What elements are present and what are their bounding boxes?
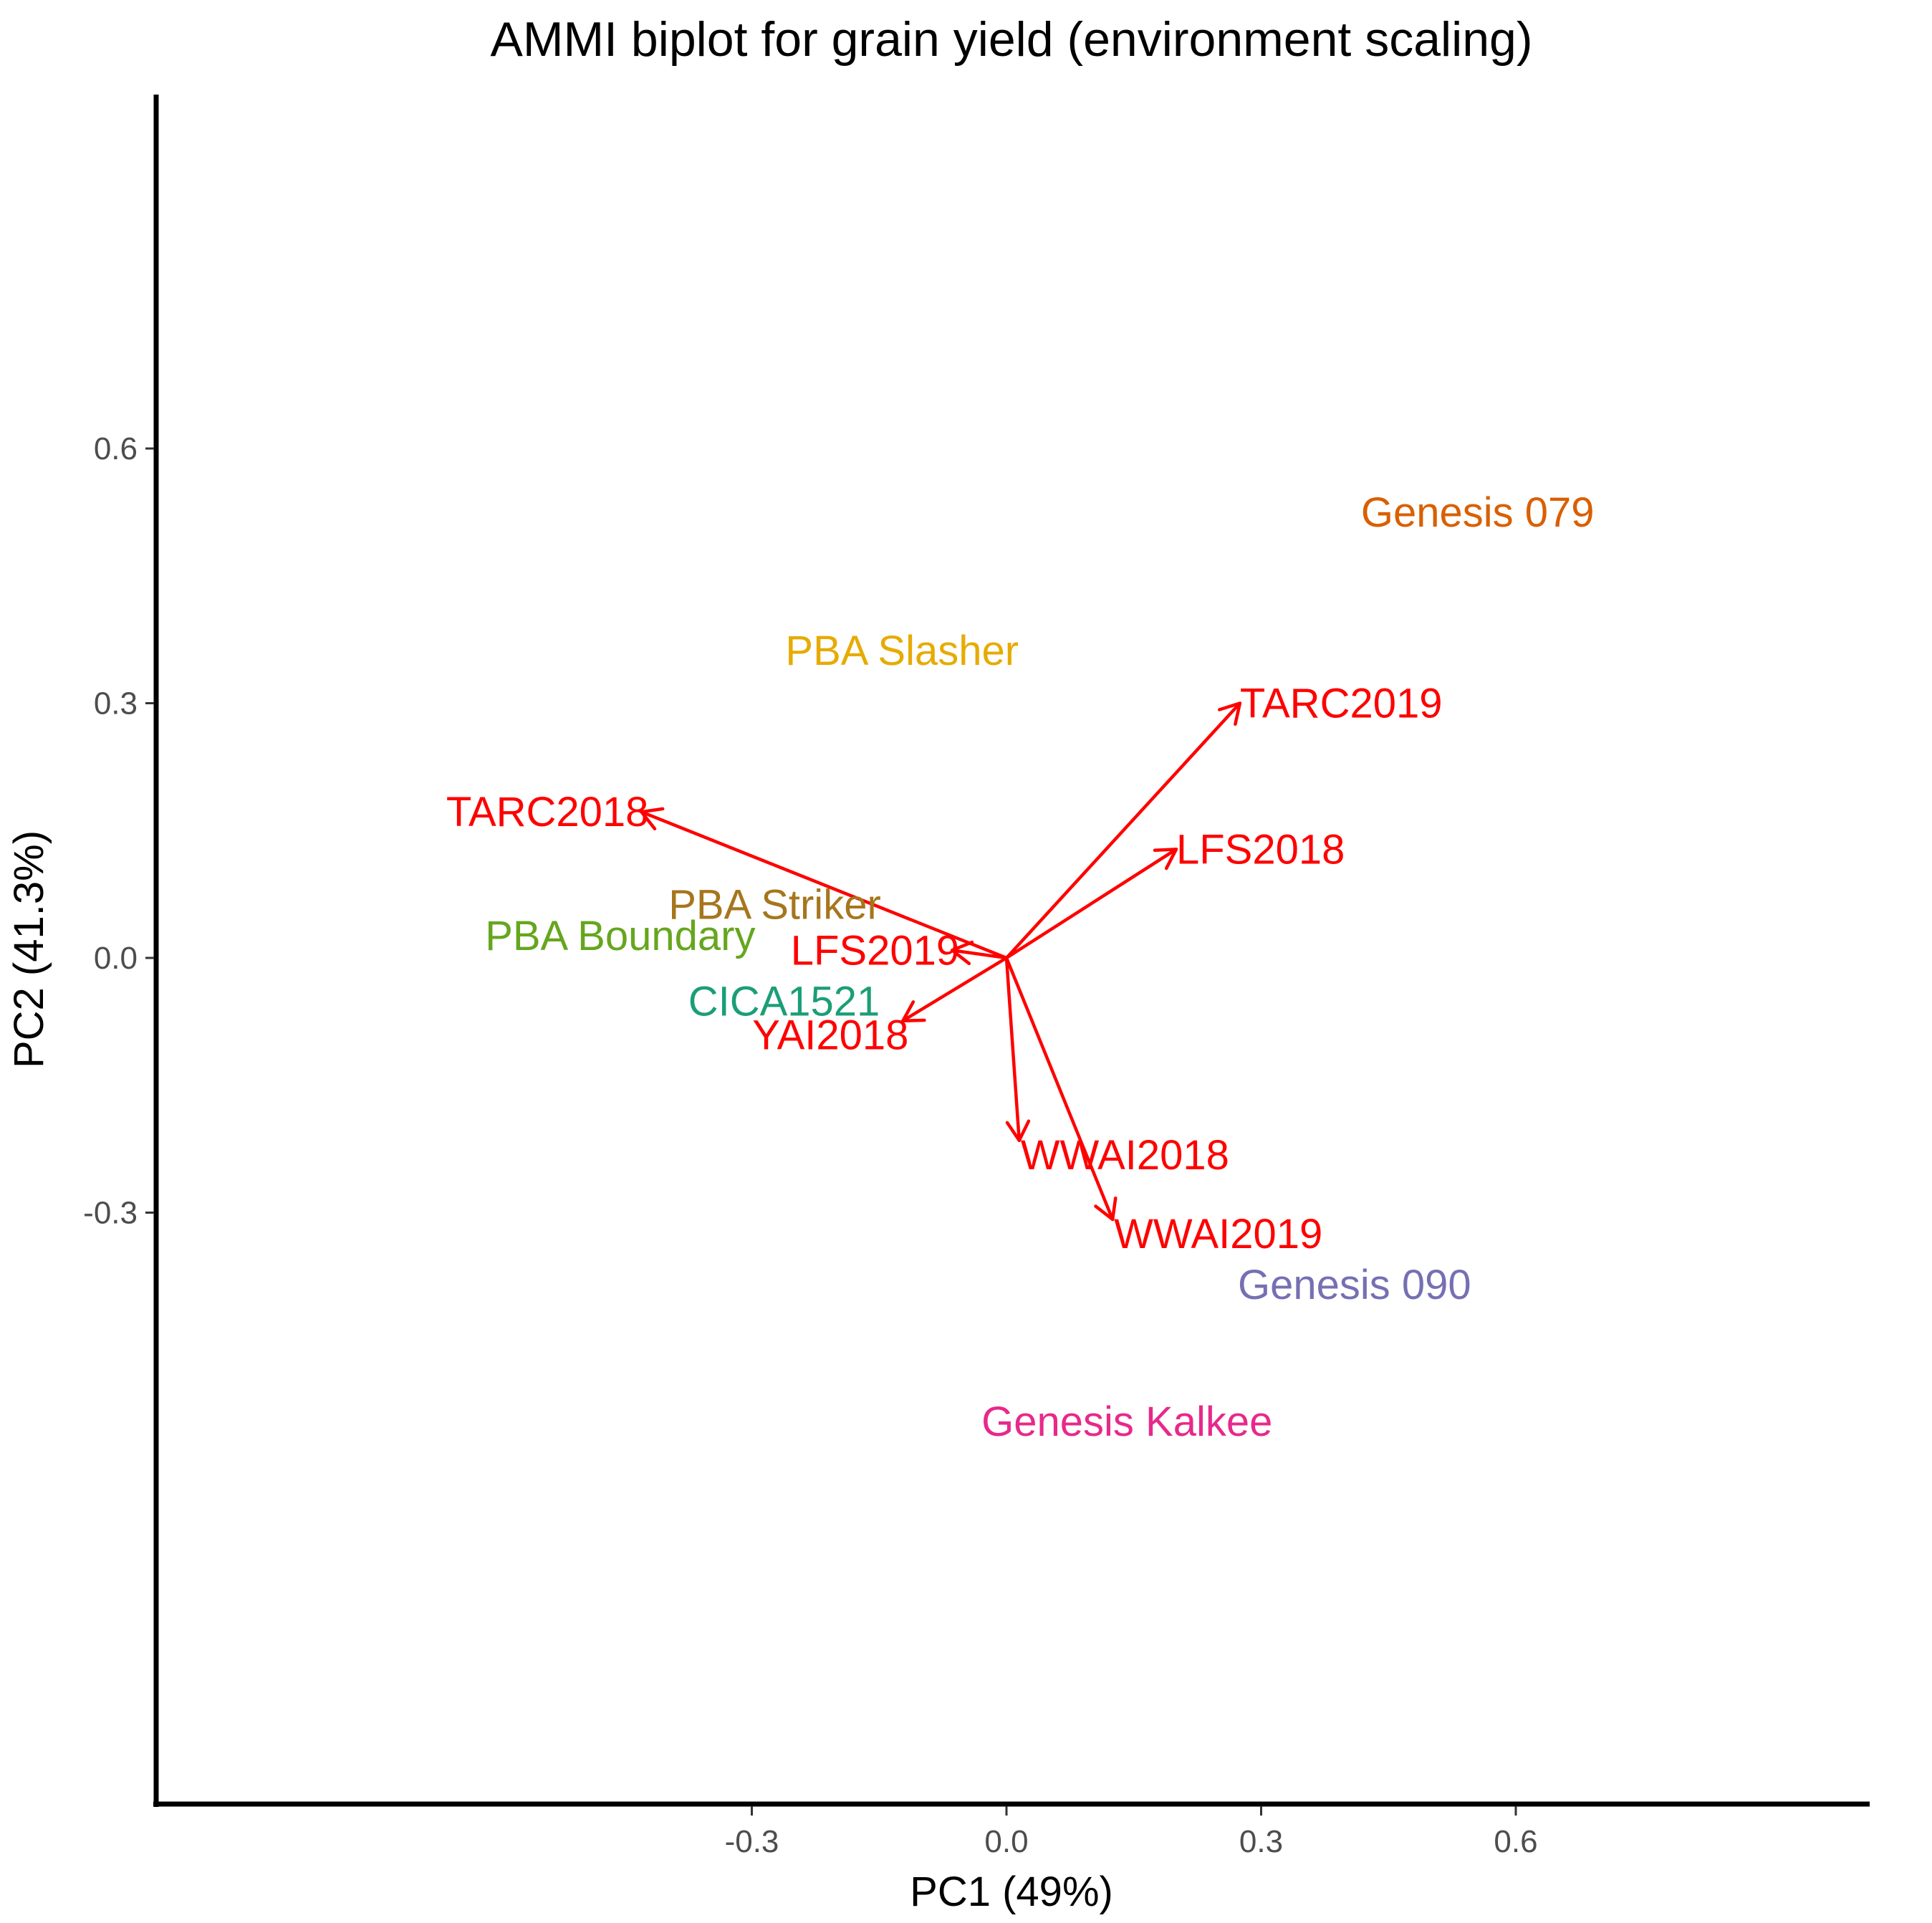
env-vector: [950, 949, 1009, 960]
genotype-label: PBA Striker: [668, 881, 881, 928]
x-tick-label: 0.0: [984, 1824, 1028, 1859]
x-tick-label: 0.6: [1494, 1824, 1537, 1859]
env-vector: [640, 810, 1009, 960]
env-vector: [1004, 701, 1242, 960]
x-axis-title: PC1 (49%): [910, 1869, 1113, 1915]
genotype-label: Genesis Kalkee: [981, 1399, 1272, 1445]
env-arrowhead: [1218, 701, 1242, 726]
x-tick-label: 0.3: [1239, 1824, 1283, 1859]
env-arrowhead: [950, 940, 974, 966]
env-arrowhead: [640, 807, 665, 831]
env-label: WWAI2019: [1114, 1211, 1322, 1257]
genotype-label: PBA Slasher: [785, 628, 1019, 674]
y-tick-label: 0.0: [94, 941, 138, 976]
genotype-label: CICA1521: [688, 978, 880, 1025]
env-label: LFS2019: [791, 927, 959, 974]
env-vector: [1004, 848, 1178, 960]
chart-title: AMMI biplot for grain yield (environment…: [490, 12, 1532, 67]
env-label: LFS2018: [1176, 826, 1345, 873]
x-tick-label: -0.3: [725, 1824, 779, 1859]
env-vector: [1004, 956, 1115, 1222]
env-label: WWAI2018: [1021, 1132, 1229, 1179]
x-ticks: -0.3 0.0 0.3 0.6: [725, 1806, 1538, 1859]
env-label: TARC2019: [1240, 681, 1443, 727]
env-arrowhead: [901, 1000, 926, 1022]
env-label: YAI2018: [752, 1012, 908, 1059]
y-tick-label: 0.3: [94, 686, 138, 721]
genotype-label: Genesis 090: [1238, 1262, 1471, 1308]
genotype-label: PBA Boundary: [485, 913, 755, 959]
y-axis-title: PC2 (41.3%): [6, 830, 52, 1068]
env-vector: [901, 956, 1009, 1022]
environment-vectors: [640, 701, 1242, 1222]
y-ticks: -0.3 0.0 0.3 0.6: [83, 431, 154, 1231]
axes: [153, 95, 1870, 1807]
genotype-label: Genesis 079: [1361, 489, 1595, 536]
env-label: TARC2018: [446, 789, 649, 835]
y-tick-label: 0.6: [94, 431, 138, 466]
environment-labels: TARC2019 TARC2018 LFS2018 LFS2019 YAI2018 WWA…: [446, 681, 1443, 1257]
env-arrowhead: [1153, 848, 1178, 871]
env-arrowhead: [1005, 1119, 1031, 1143]
y-tick-label: -0.3: [83, 1196, 138, 1231]
env-arrowhead: [1094, 1197, 1118, 1222]
env-vector: [1004, 956, 1022, 1143]
